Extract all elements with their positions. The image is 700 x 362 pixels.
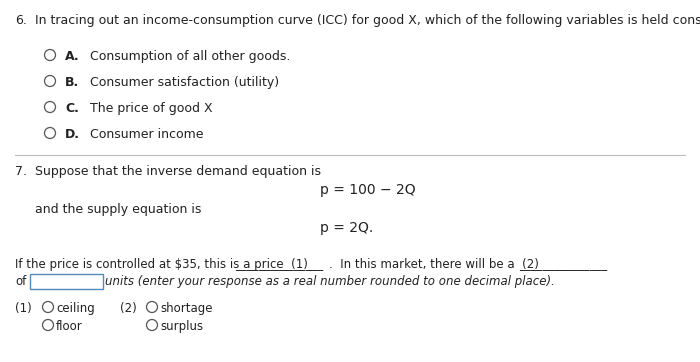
Text: and the supply equation is: and the supply equation is <box>35 203 202 216</box>
Text: floor: floor <box>56 320 83 333</box>
Text: _______________: _______________ <box>519 258 607 271</box>
Text: Consumer income: Consumer income <box>82 128 204 141</box>
Text: 7.: 7. <box>15 165 27 178</box>
Text: (2): (2) <box>120 302 136 315</box>
Text: of: of <box>15 275 27 288</box>
Text: p = 2Q.: p = 2Q. <box>320 221 373 235</box>
Text: ceiling: ceiling <box>56 302 94 315</box>
Text: D.: D. <box>65 128 80 141</box>
Text: 6.: 6. <box>15 14 27 27</box>
Text: _______________: _______________ <box>235 258 323 271</box>
Text: surplus: surplus <box>160 320 203 333</box>
Text: A.: A. <box>65 50 80 63</box>
Text: Consumer satisfaction (utility): Consumer satisfaction (utility) <box>82 76 279 89</box>
Text: (1): (1) <box>15 302 32 315</box>
Text: .  In this market, there will be a  (2): . In this market, there will be a (2) <box>329 258 542 271</box>
Text: B.: B. <box>65 76 79 89</box>
Text: If the price is controlled at $35, this is a price  (1): If the price is controlled at $35, this … <box>15 258 312 271</box>
Text: C.: C. <box>65 102 79 115</box>
Text: Suppose that the inverse demand equation is: Suppose that the inverse demand equation… <box>35 165 321 178</box>
Text: shortage: shortage <box>160 302 213 315</box>
Text: The price of good X: The price of good X <box>82 102 213 115</box>
Text: Consumption of all other goods.: Consumption of all other goods. <box>82 50 290 63</box>
Text: In tracing out an income-consumption curve (ICC) for good X, which of the follow: In tracing out an income-consumption cur… <box>35 14 700 27</box>
Text: units (enter your response as a real number rounded to one decimal place).: units (enter your response as a real num… <box>105 275 555 288</box>
Text: p = 100 − 2Q: p = 100 − 2Q <box>320 183 416 197</box>
